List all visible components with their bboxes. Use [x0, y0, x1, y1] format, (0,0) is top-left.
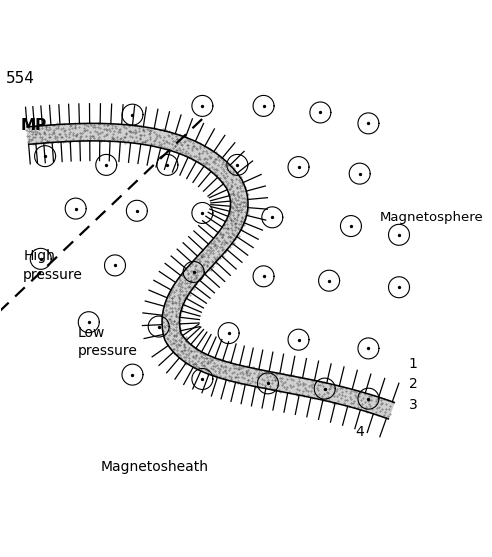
- Text: Magnetosphere: Magnetosphere: [379, 211, 483, 224]
- Text: 1: 1: [409, 356, 418, 371]
- Text: MP: MP: [21, 118, 47, 133]
- Text: 554: 554: [6, 71, 34, 86]
- Text: 2: 2: [409, 377, 417, 391]
- Text: 4: 4: [355, 426, 364, 439]
- Text: Low
pressure: Low pressure: [78, 326, 138, 358]
- Text: 3: 3: [409, 398, 417, 412]
- Text: High
pressure: High pressure: [23, 249, 83, 282]
- Polygon shape: [27, 124, 394, 419]
- Text: Magnetosheath: Magnetosheath: [100, 460, 208, 474]
